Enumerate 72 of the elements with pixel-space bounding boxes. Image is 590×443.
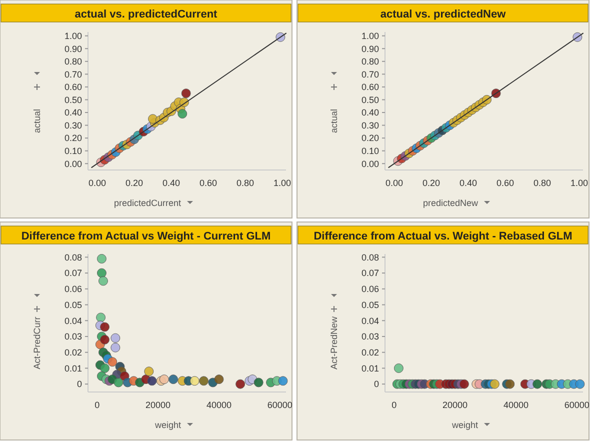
y-tick-label: 0.80: [64, 56, 82, 67]
y-tick-label: 0.40: [361, 108, 379, 118]
y-tick-label: 0.01: [64, 363, 82, 374]
y-axis-title: Act-PredNew: [329, 316, 339, 370]
y-tick-label: 0.70: [361, 69, 379, 80]
x-tick-label: 0: [392, 400, 397, 410]
y-tick-label: 0.03: [64, 332, 82, 342]
chart-title: actual vs. predictedCurrent: [74, 8, 218, 20]
x-axis-title: weight: [154, 420, 182, 430]
y-tick-label: 0.07: [361, 268, 379, 278]
chart-title: Difference from Actual vs Weight - Current GLM: [21, 230, 271, 242]
x-tick-label: 0.80: [236, 178, 254, 188]
y-tick-label: 0.03: [361, 332, 379, 342]
y-tick-label: 0.04: [64, 316, 82, 326]
x-tick-label: 0.80: [534, 178, 552, 188]
x-tick-label: 0.20: [125, 178, 144, 188]
y-tick-label: 0.00: [64, 158, 82, 169]
chart-title: Difference from Actual vs. Weight - Rebased GLM: [314, 230, 572, 242]
x-tick-label: 0.60: [200, 178, 218, 188]
y-tick-label: 0.06: [64, 284, 82, 294]
y-axis-title: Act-PredCurr: [32, 316, 42, 370]
y-tick-label: 0.60: [361, 82, 379, 92]
x-tick-label: 1.00: [570, 178, 588, 188]
y-tick-label: 0.01: [361, 363, 379, 374]
y-tick-label: 0.40: [64, 108, 82, 118]
y-tick-label: 0.90: [64, 44, 82, 54]
y-tick-label: 0.06: [361, 284, 379, 294]
y-tick-label: 0.20: [361, 133, 379, 144]
y-tick-label: 0.02: [361, 347, 379, 358]
y-tick-label: 0.60: [64, 82, 82, 92]
y-tick-label: 0.90: [361, 44, 379, 54]
x-tick-label: 20000: [442, 400, 468, 410]
y-tick-label: 0.07: [64, 268, 82, 278]
y-tick-label: 0.30: [361, 120, 379, 130]
y-tick-label: 0.04: [361, 316, 379, 326]
y-tick-label: 0.70: [64, 69, 82, 80]
x-axis-title: weight: [450, 420, 478, 430]
y-tick-label: 0.80: [361, 56, 379, 67]
y-tick-label: 0.10: [64, 146, 82, 156]
x-tick-label: 0.00: [88, 178, 106, 188]
y-tick-label: 0: [374, 379, 379, 390]
y-axis-title: actual: [329, 108, 339, 134]
chart-title: actual vs. predictedNew: [380, 8, 506, 20]
y-tick-label: 0.50: [64, 94, 82, 105]
y-tick-label: 0.00: [361, 158, 379, 169]
y-tick-label: 0.10: [361, 146, 379, 156]
x-tick-label: 1.00: [274, 178, 292, 188]
y-tick-label: 1.00: [64, 30, 82, 41]
y-tick-label: 0.50: [361, 94, 379, 105]
x-tick-label: 0: [94, 400, 100, 410]
x-axis-title: predictedNew: [422, 198, 478, 208]
x-tick-label: 20000: [146, 400, 171, 410]
y-tick-label: 0.02: [64, 347, 82, 358]
x-tick-label: 0.60: [496, 178, 514, 188]
y-tick-label: 0: [76, 379, 82, 390]
y-tick-label: 0.20: [64, 133, 82, 144]
x-tick-label: 0.40: [162, 178, 180, 188]
x-tick-label: 40000: [503, 400, 528, 410]
x-tick-label: 0.20: [422, 178, 440, 188]
x-tick-label: 60000: [267, 400, 292, 410]
x-tick-label: 0.00: [385, 178, 404, 188]
x-tick-label: 60000: [564, 400, 590, 410]
x-axis-title: predictedCurrent: [114, 198, 182, 208]
y-tick-label: 1.00: [361, 30, 379, 41]
y-tick-label: 0.08: [361, 252, 379, 262]
y-axis-title: actual: [32, 108, 42, 134]
y-tick-label: 0.08: [64, 252, 82, 262]
x-tick-label: 40000: [206, 400, 232, 410]
x-tick-label: 0.40: [460, 178, 478, 188]
y-tick-label: 0.30: [64, 120, 82, 130]
y-tick-label: 0.05: [361, 300, 379, 310]
y-tick-label: 0.05: [64, 300, 82, 310]
